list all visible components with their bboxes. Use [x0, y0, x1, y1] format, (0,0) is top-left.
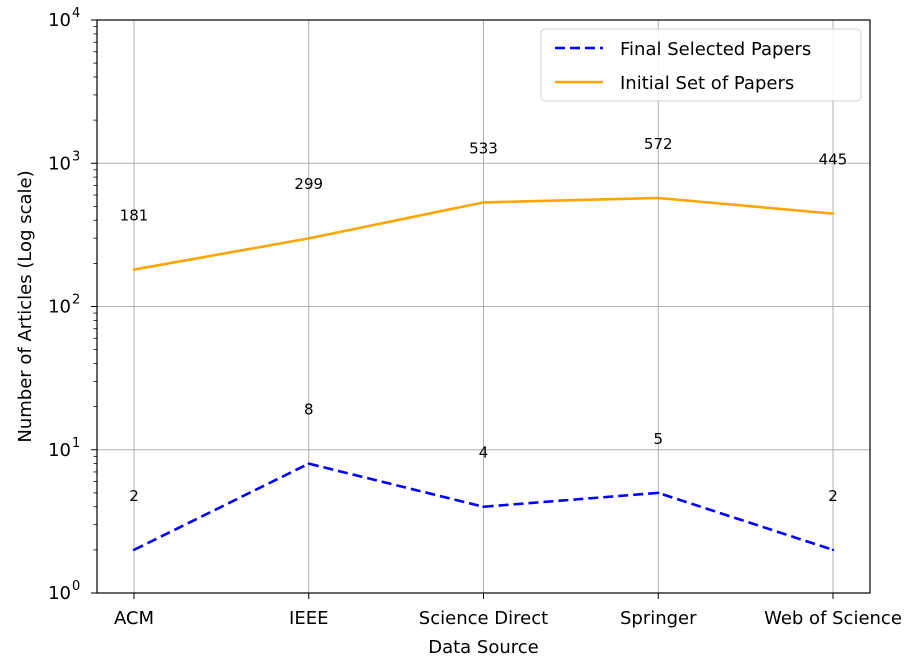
- y-tick-exponent: 2: [72, 293, 80, 308]
- data-label: 572: [644, 135, 673, 153]
- data-label: 2: [129, 487, 139, 505]
- x-axis-ticks: ACM IEEE Science Direct Springer Web of Scie…: [114, 593, 902, 629]
- data-point: [132, 268, 136, 271]
- data-label: 8: [304, 401, 314, 419]
- data-point: [307, 462, 310, 465]
- legend: Final Selected Papers Initial Set of Pape…: [540, 28, 862, 102]
- data-point: [657, 196, 660, 200]
- data-point: [482, 201, 485, 204]
- data-label: 445: [819, 150, 848, 168]
- data-label: 2: [828, 487, 838, 505]
- data-point: [132, 548, 136, 552]
- legend-label: Final Selected Papers: [620, 39, 811, 60]
- data-point: [482, 505, 485, 508]
- data-point: [831, 548, 835, 552]
- series-line: [133, 462, 834, 552]
- y-tick-exponent: 1: [72, 436, 80, 451]
- x-tick-label: Web of Science: [764, 608, 902, 629]
- y-tick-exponent: 4: [72, 6, 80, 21]
- y-tick-label: 10: [48, 297, 71, 318]
- data-point: [307, 237, 310, 240]
- data-label: 181: [120, 206, 149, 224]
- x-tick-label: IEEE: [289, 608, 328, 629]
- x-tick-label: Science Direct: [419, 608, 548, 629]
- data-label: 533: [469, 139, 498, 157]
- y-tick-label: 10: [48, 153, 71, 174]
- x-tick-label: Springer: [620, 608, 697, 629]
- legend-box: [540, 28, 862, 102]
- x-tick-label: ACM: [114, 608, 154, 629]
- y-tick-label: 10: [48, 10, 71, 31]
- y-tick-exponent: 3: [72, 149, 80, 164]
- data-label: 299: [294, 175, 323, 193]
- data-label: 5: [653, 430, 663, 448]
- y-axis-label: Number of Articles (Log scale): [15, 170, 36, 442]
- legend-label: Initial Set of Papers: [620, 73, 794, 94]
- y-tick-label: 10: [48, 440, 71, 461]
- y-tick-label: 10: [48, 583, 71, 604]
- x-axis-label: Data Source: [428, 637, 539, 658]
- data-point: [831, 212, 835, 215]
- series-lines: [132, 196, 835, 552]
- data-labels: 2 8 4 5 2 181 299 533 572 445: [120, 135, 848, 505]
- data-point: [657, 491, 660, 495]
- y-tick-exponent: 0: [72, 579, 80, 594]
- data-label: 4: [479, 444, 489, 462]
